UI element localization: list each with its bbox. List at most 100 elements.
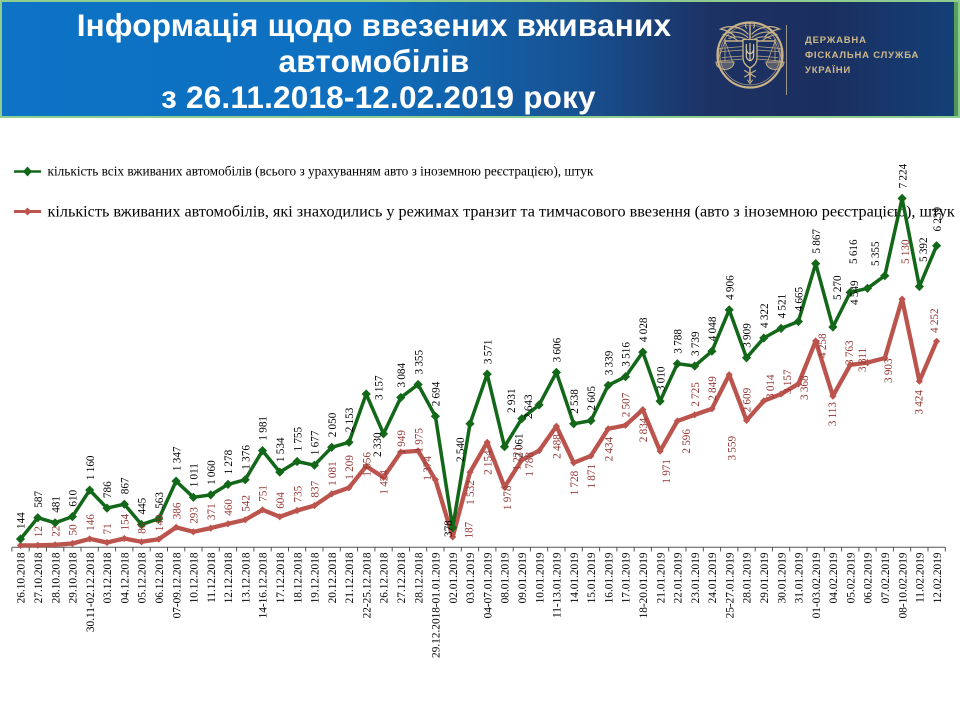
svg-text:26.12.2018: 26.12.2018 <box>379 552 391 603</box>
svg-text:3 014: 3 014 <box>765 374 777 399</box>
svg-text:1 011: 1 011 <box>189 463 201 487</box>
svg-text:27.12.2018: 27.12.2018 <box>396 552 408 603</box>
svg-text:542: 542 <box>240 495 252 512</box>
svg-text:1 060: 1 060 <box>206 460 218 485</box>
svg-text:5 867: 5 867 <box>811 229 823 254</box>
svg-text:4 258: 4 258 <box>817 333 829 358</box>
svg-text:12: 12 <box>33 526 45 537</box>
svg-text:5 270: 5 270 <box>832 275 844 300</box>
svg-text:22-25.12.2018: 22-25.12.2018 <box>361 552 373 618</box>
svg-text:2 609: 2 609 <box>742 387 754 412</box>
svg-text:1 677: 1 677 <box>310 430 322 455</box>
svg-text:3 788: 3 788 <box>673 329 685 354</box>
svg-text:3 811: 3 811 <box>857 348 869 372</box>
svg-text:27.10.2018: 27.10.2018 <box>33 552 45 603</box>
svg-text:1 160: 1 160 <box>85 455 97 480</box>
svg-text:4 906: 4 906 <box>724 275 736 300</box>
svg-text:50: 50 <box>68 524 80 536</box>
svg-text:5 392: 5 392 <box>918 237 930 262</box>
svg-text:10.12.2018: 10.12.2018 <box>189 552 201 603</box>
svg-text:610: 610 <box>68 489 80 506</box>
svg-text:5 355: 5 355 <box>870 241 882 266</box>
svg-text:751: 751 <box>258 485 270 502</box>
svg-text:2 538: 2 538 <box>569 389 581 414</box>
svg-text:7 224: 7 224 <box>897 163 909 188</box>
svg-text:18.12.2018: 18.12.2018 <box>292 552 304 603</box>
svg-text:1 347: 1 347 <box>171 446 183 471</box>
svg-text:07.02.2019: 07.02.2019 <box>880 552 892 603</box>
svg-text:21.01.2019: 21.01.2019 <box>655 552 667 603</box>
svg-text:08.01.2019: 08.01.2019 <box>500 552 512 603</box>
svg-text:1 278: 1 278 <box>223 449 235 474</box>
svg-text:10.01.2019: 10.01.2019 <box>534 552 546 603</box>
svg-text:17.01.2019: 17.01.2019 <box>621 552 633 603</box>
svg-text:154: 154 <box>120 513 132 530</box>
svg-text:08-10.02.2019: 08-10.02.2019 <box>897 552 909 618</box>
svg-text:06.02.2019: 06.02.2019 <box>863 552 875 603</box>
svg-text:2 488: 2 488 <box>552 434 564 459</box>
svg-text:2 050: 2 050 <box>327 412 339 437</box>
svg-text:1 755: 1 755 <box>292 426 304 451</box>
svg-text:19.12.2018: 19.12.2018 <box>310 552 322 603</box>
svg-text:2 153: 2 153 <box>344 407 356 432</box>
svg-text:03.01.2019: 03.01.2019 <box>465 552 477 603</box>
svg-text:12.02.2019: 12.02.2019 <box>932 552 944 603</box>
svg-text:22.01.2019: 22.01.2019 <box>673 552 685 603</box>
svg-text:5 130: 5 130 <box>900 239 912 264</box>
svg-text:4 521: 4 521 <box>776 294 788 319</box>
svg-text:02.01.2019: 02.01.2019 <box>448 552 460 603</box>
svg-text:2 434: 2 434 <box>603 436 615 461</box>
svg-text:2 605: 2 605 <box>586 386 598 411</box>
svg-text:1 949: 1 949 <box>396 430 408 455</box>
svg-text:3 424: 3 424 <box>914 390 926 415</box>
svg-text:2 154: 2 154 <box>482 450 494 475</box>
svg-text:4 048: 4 048 <box>707 316 719 341</box>
svg-text:29.12.2018-01.01.2019: 29.12.2018-01.01.2019 <box>431 552 443 658</box>
svg-text:2 849: 2 849 <box>707 376 719 401</box>
svg-text:3 355: 3 355 <box>413 349 425 374</box>
svg-text:15.01.2019: 15.01.2019 <box>586 552 598 603</box>
svg-text:837: 837 <box>310 480 322 497</box>
svg-text:28.10.2018: 28.10.2018 <box>50 552 62 603</box>
svg-text:12.12.2018: 12.12.2018 <box>223 552 235 603</box>
svg-text:2 725: 2 725 <box>690 382 702 407</box>
svg-text:4 252: 4 252 <box>929 308 941 333</box>
svg-text:3 606: 3 606 <box>552 337 564 362</box>
svg-text:1 221: 1 221 <box>512 446 524 471</box>
svg-text:3 516: 3 516 <box>621 342 633 367</box>
svg-text:17.12.2018: 17.12.2018 <box>275 552 287 603</box>
svg-text:1 209: 1 209 <box>344 455 356 480</box>
svg-text:1 871: 1 871 <box>586 464 598 489</box>
svg-text:4 665: 4 665 <box>794 286 806 311</box>
svg-text:1 534: 1 534 <box>275 437 287 462</box>
svg-text:29.01.2019: 29.01.2019 <box>759 552 771 603</box>
svg-text:3 739: 3 739 <box>690 331 702 356</box>
svg-text:3 010: 3 010 <box>655 366 667 391</box>
svg-text:09.01.2019: 09.01.2019 <box>517 552 529 603</box>
svg-text:03.12.2018: 03.12.2018 <box>102 552 114 603</box>
svg-text:6 239: 6 239 <box>932 206 944 231</box>
svg-text:1 656: 1 656 <box>361 452 373 477</box>
svg-text:140: 140 <box>154 514 166 531</box>
svg-text:11-13.01.2019: 11-13.01.2019 <box>552 552 564 618</box>
svg-text:3 909: 3 909 <box>742 323 754 348</box>
svg-text:07-09.12.2018: 07-09.12.2018 <box>171 552 183 618</box>
svg-text:23.01.2019: 23.01.2019 <box>690 552 702 603</box>
svg-text:14.01.2019: 14.01.2019 <box>569 552 581 603</box>
svg-text:144: 144 <box>16 512 28 529</box>
svg-text:3 368: 3 368 <box>799 375 811 400</box>
svg-text:1 788: 1 788 <box>524 452 536 477</box>
svg-text:3 157: 3 157 <box>782 369 794 394</box>
svg-text:5 616: 5 616 <box>848 239 860 264</box>
svg-text:3 903: 3 903 <box>883 358 895 383</box>
svg-text:460: 460 <box>223 499 235 516</box>
svg-text:2 596: 2 596 <box>681 429 693 454</box>
svg-text:3 559: 3 559 <box>727 436 739 461</box>
svg-text:30.11-02.12.2018: 30.11-02.12.2018 <box>85 552 97 632</box>
svg-text:1 374: 1 374 <box>422 456 434 481</box>
svg-text:371: 371 <box>206 503 218 520</box>
svg-text:71: 71 <box>102 523 114 534</box>
svg-text:28.12.2018: 28.12.2018 <box>413 552 425 603</box>
svg-text:3 571: 3 571 <box>482 339 494 364</box>
svg-text:2 540: 2 540 <box>455 437 467 462</box>
